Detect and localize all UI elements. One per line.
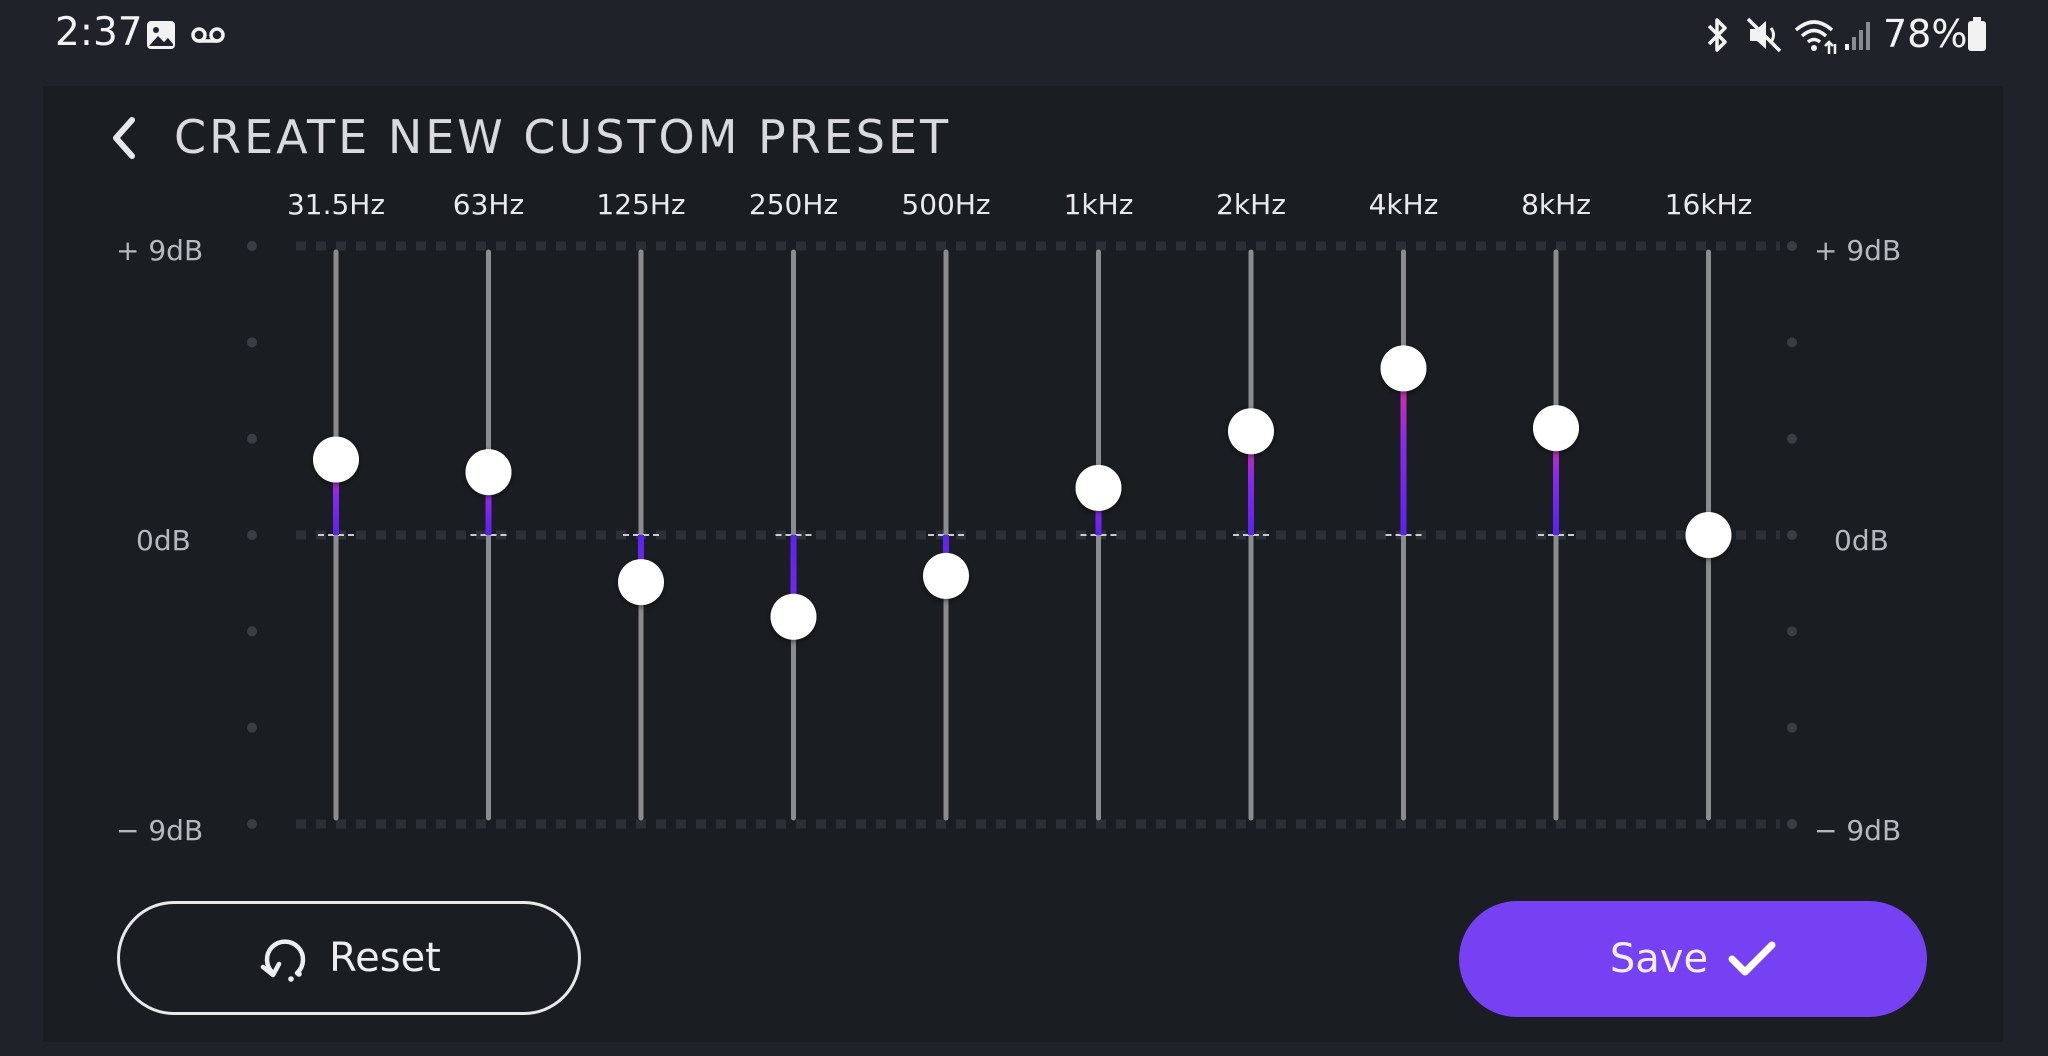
reset-button[interactable]: Reset [117, 901, 581, 1015]
scale-dot [1787, 722, 1797, 733]
db-label-mid-right: 0dB [1834, 524, 1889, 557]
status-bar: 2:37 78% [0, 0, 2048, 72]
eq-slider-125Hz[interactable] [618, 249, 664, 821]
eq-slider-1kHz[interactable] [1075, 249, 1122, 821]
slider-knob[interactable] [1533, 405, 1579, 452]
freq-label: 16kHz [1664, 188, 1753, 221]
slider-fill [1400, 368, 1407, 535]
db-label-top-left: + 9dB [116, 234, 204, 267]
mute-icon [1746, 17, 1782, 53]
freq-label: 8kHz [1521, 188, 1591, 221]
slider-fill [1553, 428, 1559, 535]
page-title: CREATE NEW CUSTOM PRESET [174, 110, 952, 164]
db-label-bottom-left: − 9dB [116, 814, 204, 847]
eq-slider-16kHz[interactable] [1685, 249, 1732, 821]
scale-dot [247, 626, 257, 637]
scale-dot [1787, 626, 1797, 637]
db-label-bottom-right: − 9dB [1814, 814, 1902, 847]
bluetooth-icon [1707, 18, 1727, 52]
freq-label: 31.5Hz [286, 188, 386, 221]
scale-dot [1787, 819, 1797, 829]
freq-label: 4kHz [1368, 188, 1439, 221]
eq-slider-500Hz[interactable] [923, 249, 969, 821]
image-icon [147, 21, 175, 49]
scale-dot [247, 722, 257, 733]
freq-label: 500Hz [901, 188, 991, 221]
reset-button-label: Reset [329, 935, 441, 981]
slider-fill [333, 459, 339, 535]
freq-label: 250Hz [748, 188, 839, 221]
slider-knob[interactable] [618, 559, 664, 606]
scale-dot [247, 337, 257, 348]
slider-knob[interactable] [1685, 512, 1732, 558]
eq-slider-250Hz[interactable] [770, 249, 817, 821]
scale-dot [1787, 241, 1797, 251]
reset-icon [260, 939, 306, 982]
eq-slider-2kHz[interactable] [1228, 249, 1274, 821]
db-label-top-right: + 9dB [1814, 234, 1902, 267]
scale-dot [1787, 337, 1797, 348]
slider-fill [1248, 431, 1254, 535]
freq-label: 125Hz [596, 188, 686, 221]
save-button-label: Save [1609, 936, 1709, 982]
eq-slider-31.5Hz[interactable] [313, 249, 359, 821]
freq-label: 2kHz [1216, 188, 1286, 221]
slider-fill [1095, 487, 1102, 535]
slider-knob[interactable] [923, 552, 969, 599]
freq-label: 63Hz [452, 188, 525, 221]
slider-knob[interactable] [770, 593, 817, 640]
freq-label: 1kHz [1063, 188, 1134, 221]
voicemail-icon [191, 27, 225, 43]
scale-dot [1787, 433, 1797, 444]
eq-slider-63Hz[interactable] [465, 249, 512, 821]
battery-percent: 78% [1883, 12, 1968, 56]
scale-dot [1787, 530, 1797, 540]
battery-icon [1968, 17, 1986, 51]
save-button[interactable]: Save [1459, 901, 1927, 1017]
status-time: 2:37 [55, 10, 143, 55]
slider-knob[interactable] [465, 449, 512, 496]
slider-knob[interactable] [1380, 345, 1427, 392]
eq-slider-4kHz[interactable] [1380, 249, 1427, 821]
back-button[interactable] [104, 112, 144, 164]
slider-fill [790, 535, 797, 617]
signal-icon [1845, 22, 1870, 50]
slider-fill [485, 472, 492, 535]
checkmark-icon [1728, 941, 1776, 976]
scale-dot [247, 530, 257, 540]
db-label-mid-left: 0dB [136, 524, 191, 557]
slider-fill [638, 535, 644, 583]
scale-dot [247, 241, 257, 251]
slider-knob[interactable] [313, 436, 359, 483]
slider-knob[interactable] [1075, 464, 1122, 511]
eq-slider-8kHz[interactable] [1533, 249, 1579, 821]
slider-knob[interactable] [1228, 408, 1274, 455]
scale-dot [247, 819, 257, 829]
wifi-icon [1794, 20, 1837, 54]
scale-dot [247, 433, 257, 444]
chevron-left-icon [113, 117, 135, 159]
